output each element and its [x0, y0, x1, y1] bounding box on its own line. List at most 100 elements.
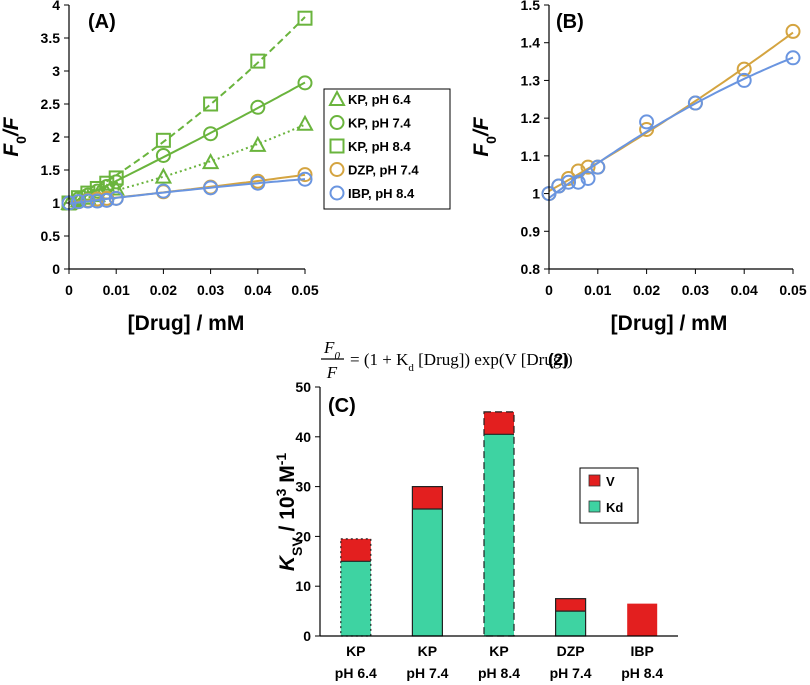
panel-a-legend: KP, pH 6.4 KP, pH 7.4 KP, pH 8.4 DZP, pH 7.…	[323, 88, 451, 210]
bar-kd	[555, 611, 586, 636]
panel-b-y-label: F0/F	[470, 116, 499, 156]
bar-group	[554, 598, 587, 637]
bar-group	[411, 486, 443, 637]
category-label: IBP	[631, 643, 654, 659]
series-ibp-ph-8-4	[61, 171, 313, 211]
panel-a-y-label: F0/F	[0, 116, 29, 156]
panel-c-y-label: KSV / 103 M-1	[273, 453, 305, 572]
legend-box	[323, 88, 451, 210]
data-point	[203, 96, 219, 112]
bar-kd	[412, 509, 443, 636]
data-point	[250, 175, 266, 191]
data-point	[201, 152, 220, 170]
panel-c-legend: V Kd	[579, 467, 639, 524]
data-point	[99, 175, 115, 191]
bar-v	[555, 598, 586, 612]
y-tick-label: 2	[52, 129, 60, 145]
legend-marker	[329, 115, 345, 130]
y-tick-label: 40	[295, 429, 311, 445]
data-point	[297, 10, 313, 26]
category-label: pH 7.4	[406, 665, 448, 681]
x-tick-label: 0.05	[779, 282, 806, 298]
category-label: pH 8.4	[621, 665, 663, 681]
category-label: DZP	[557, 643, 585, 659]
data-point	[154, 167, 173, 184]
y-tick-label: 3.5	[41, 30, 61, 46]
legend-label: KP, pH 8.4	[348, 139, 411, 154]
y-tick-label: 1.2	[521, 110, 541, 126]
data-point	[250, 53, 266, 69]
y-tick-label: 1.5	[41, 162, 61, 178]
bar-v	[340, 538, 371, 562]
x-tick-label: 0.04	[244, 282, 271, 298]
bar-kd	[340, 561, 371, 636]
bar-v	[484, 411, 514, 435]
data-point	[297, 171, 313, 187]
y-tick-label: 1	[52, 195, 60, 211]
data-point	[297, 75, 313, 91]
data-point	[736, 72, 752, 88]
y-tick-label: 1.4	[521, 35, 541, 51]
data-point	[297, 167, 313, 183]
equation: F0 F = (1 + Kd [Drug]) exp(V [Drug]) (2)	[321, 338, 573, 382]
category-label: pH 7.4	[550, 665, 592, 681]
x-tick-label: 0.05	[291, 282, 318, 298]
category-label: KP	[489, 643, 508, 659]
x-tick-label: 0.02	[633, 282, 660, 298]
legend-label: IBP, pH 8.4	[348, 186, 415, 201]
series-ibp-ph-8-4	[541, 50, 801, 202]
data-point	[89, 193, 105, 209]
data-point	[580, 159, 596, 175]
data-point	[561, 174, 577, 190]
equation-denominator: F	[326, 363, 338, 382]
fit-line	[548, 31, 794, 192]
data-point	[70, 194, 86, 210]
legend-marker	[329, 185, 345, 201]
panel-b: (B) 0.8 0.9 1 1.1 1.2 1.3 1.4 1.5 0 0.01 0.02 0.03…	[470, 0, 807, 335]
y-tick-label: 1.3	[521, 72, 541, 88]
x-tick-label: 0.04	[731, 282, 758, 298]
fit-line	[68, 81, 306, 205]
data-point	[155, 132, 171, 148]
legend-label: KP, pH 7.4	[348, 116, 411, 131]
data-point	[570, 174, 586, 190]
y-tick-label: 0.9	[521, 223, 541, 239]
x-tick-label: 0.02	[150, 282, 177, 298]
category-label: KP	[418, 643, 437, 659]
legend-marker	[328, 89, 346, 106]
y-tick-label: 0.8	[521, 261, 541, 277]
equation-numerator: F0	[323, 338, 340, 362]
x-tick-label: 0.01	[584, 282, 611, 298]
panel-a-label: (A)	[88, 11, 116, 33]
data-point	[580, 170, 596, 186]
y-tick-label: 4	[52, 0, 60, 13]
x-tick-label: 0.03	[197, 282, 224, 298]
panel-b-x-label: [Drug] / mM	[611, 312, 728, 335]
category-label: pH 6.4	[335, 665, 377, 681]
bar-outline	[340, 538, 372, 637]
y-tick-label: 0	[52, 261, 60, 277]
panel-a: (A) 0 0.5 1 1.5 2 2.5 3 3.5 4 0 0.01 0.02 0.03 0.04 0…	[0, 0, 451, 335]
y-tick-label: 50	[295, 379, 311, 395]
legend-label: V	[606, 474, 615, 489]
legend-swatch	[588, 500, 601, 513]
equation-number: (2)	[548, 350, 569, 369]
y-tick-label: 0.5	[41, 228, 61, 244]
y-tick-label: 10	[295, 578, 311, 594]
bar-v	[627, 603, 658, 636]
legend-label: DZP, pH 7.4	[348, 163, 419, 178]
data-point	[99, 192, 115, 208]
bar-group	[483, 411, 515, 637]
data-point	[249, 135, 267, 152]
legend-marker	[329, 138, 345, 154]
y-tick-label: 20	[295, 528, 311, 544]
fit-line	[68, 178, 306, 205]
y-tick-label: 2.5	[41, 96, 61, 112]
category-label: pH 8.4	[478, 665, 520, 681]
data-point	[203, 126, 219, 142]
data-point	[155, 147, 171, 163]
bar-group	[627, 603, 658, 636]
data-point	[108, 170, 124, 186]
data-point	[736, 61, 752, 77]
